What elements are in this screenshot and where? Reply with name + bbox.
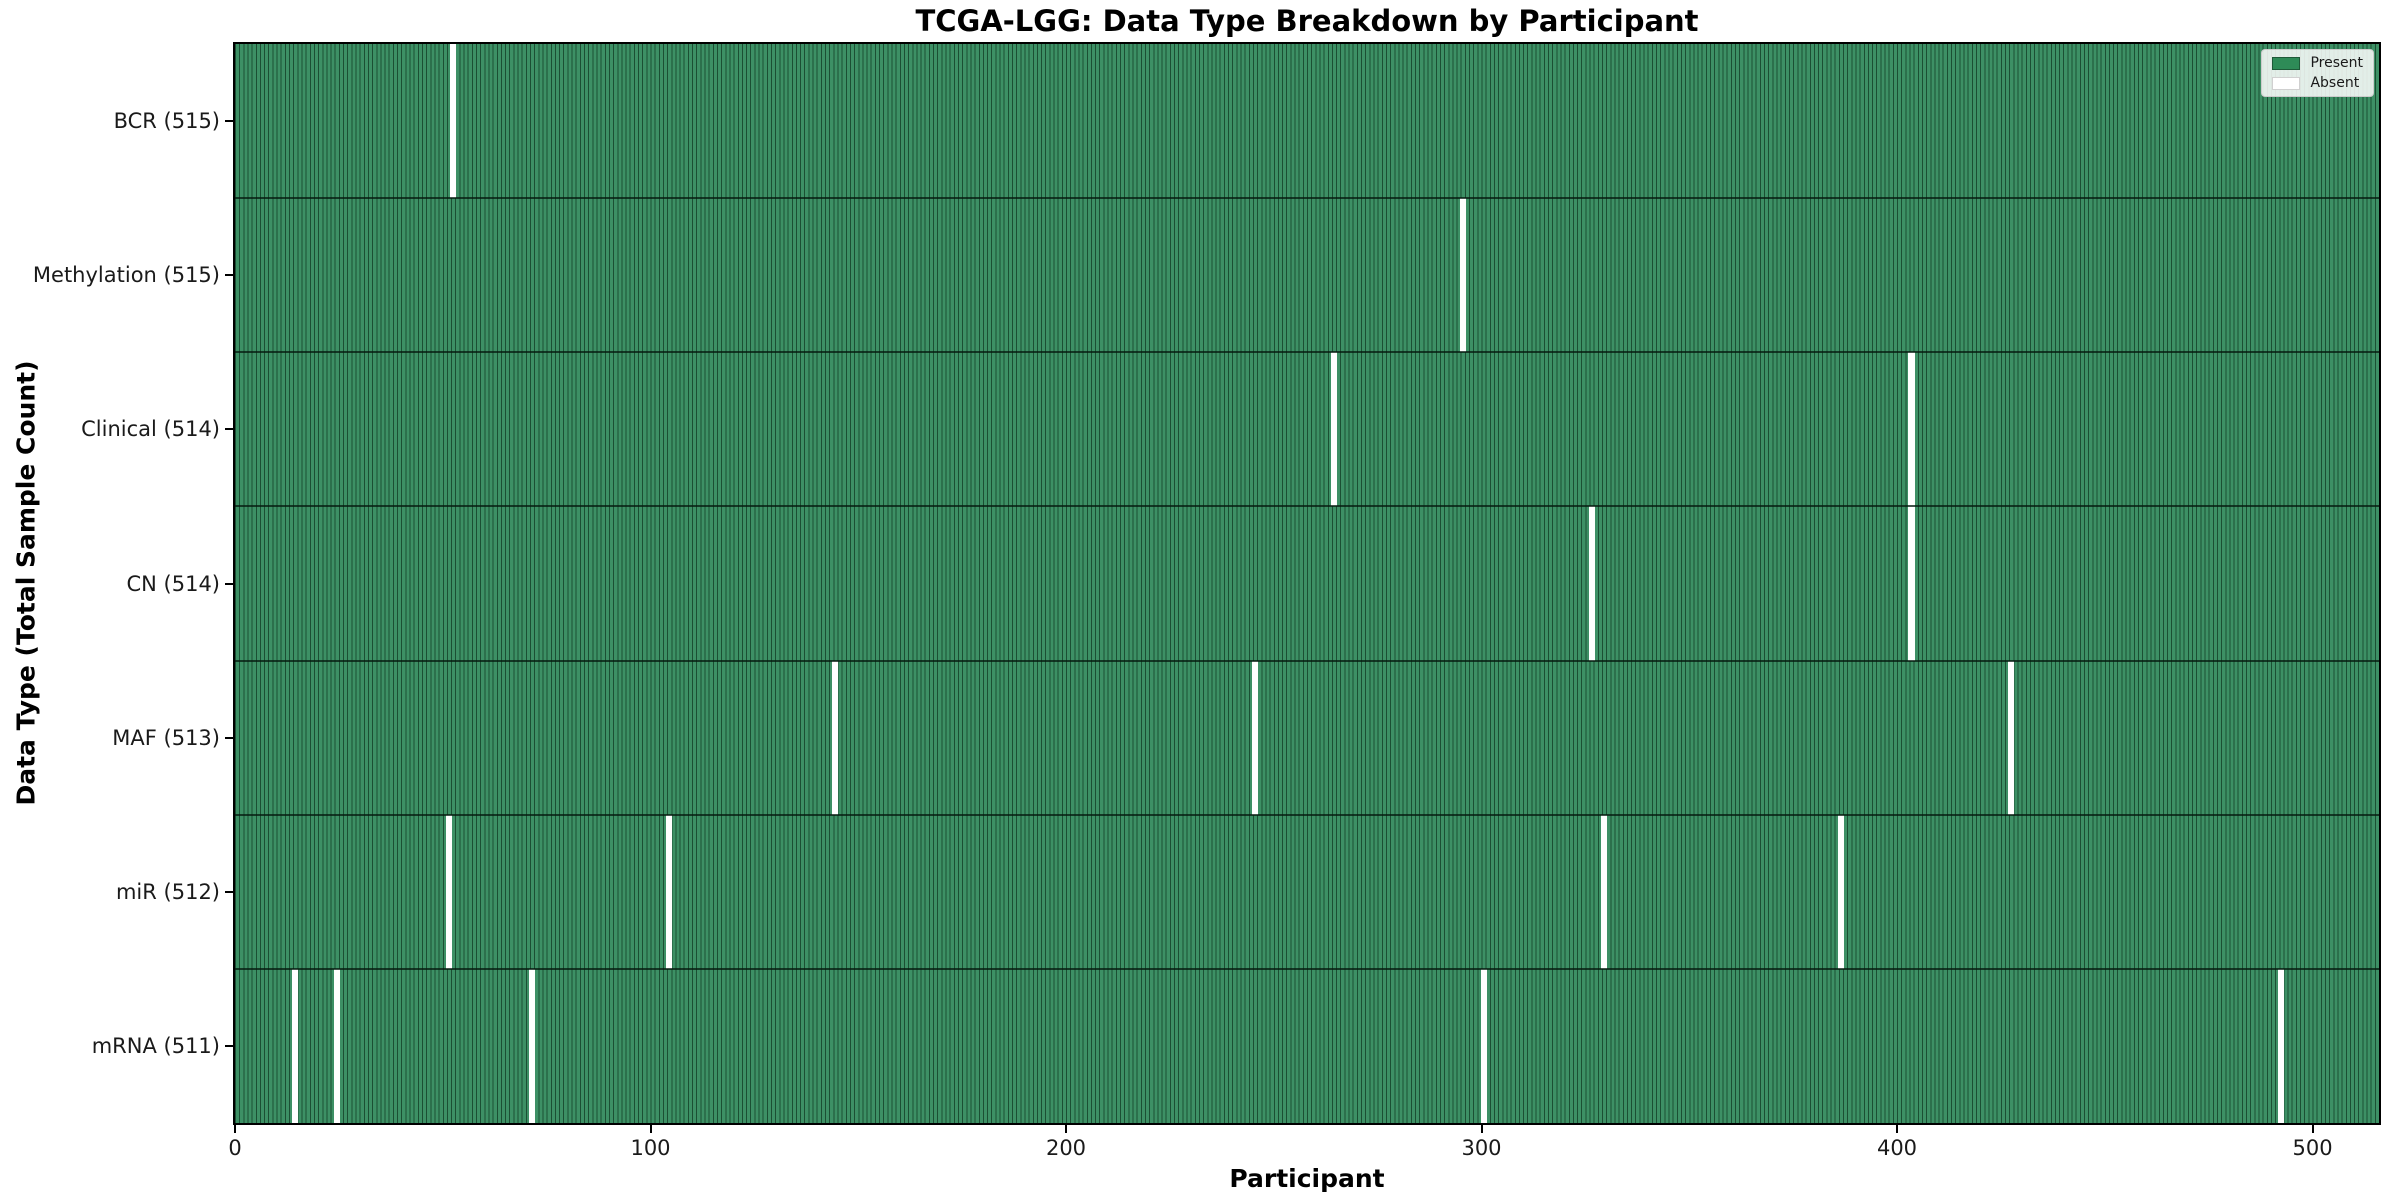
absent-gap-Methylation-295 (1459, 198, 1466, 353)
row-container (235, 44, 2379, 1123)
y-tick-label-Clinical: Clinical (514) (81, 417, 220, 442)
row-separator (235, 967, 2379, 970)
row-band-BCR (235, 44, 2379, 199)
absent-gap-MAF-245 (1251, 660, 1259, 815)
absent-gap-BCR-52 (450, 44, 457, 199)
absent-gap-MAF-144 (832, 660, 839, 815)
row-separator (235, 505, 2379, 508)
y-tick-label-mRNA: mRNA (511) (91, 1033, 220, 1058)
y-tick-mark (225, 428, 233, 431)
y-tick-label-BCR: BCR (515) (113, 109, 220, 134)
x-tick-label-100: 100 (630, 1136, 671, 1160)
row-band-CN (235, 506, 2379, 661)
absent-gap-MAF-427 (2008, 660, 2015, 815)
row-band-mRNA (235, 968, 2379, 1123)
x-tick-mark (1480, 1125, 1483, 1133)
legend: Present Absent (2261, 49, 2374, 97)
x-tick-mark (234, 1125, 236, 1133)
row-band-Methylation (235, 198, 2379, 353)
absent-gap-mRNA-71 (529, 968, 536, 1123)
y-tick-mark (225, 890, 233, 893)
absent-swatch (2272, 76, 2301, 90)
absent-gap-miR-329 (1601, 814, 1608, 969)
y-tick-mark (225, 274, 233, 277)
absent-gap-miR-104 (666, 814, 673, 969)
x-tick-mark (2311, 1125, 2314, 1133)
absent-gap-Clinical-264 (1330, 352, 1338, 507)
x-tick-label-300: 300 (1461, 1136, 1502, 1160)
absent-gap-mRNA-24 (333, 968, 340, 1123)
row-band-miR (235, 814, 2379, 969)
legend-label-present: Present (2310, 55, 2363, 71)
absent-gap-Clinical-403 (1908, 352, 1915, 507)
absent-gap-miR-386 (1837, 814, 1844, 969)
x-tick-label-500: 500 (2292, 1136, 2333, 1160)
legend-item-present: Present (2272, 56, 2363, 70)
absent-gap-CN-326 (1588, 506, 1595, 661)
chart-title: TCGA-LGG: Data Type Breakdown by Partici… (915, 4, 1699, 38)
y-tick-label-miR: miR (512) (115, 879, 220, 904)
row-separator (235, 351, 2379, 354)
y-tick-mark (225, 736, 233, 739)
x-tick-mark (649, 1125, 652, 1133)
row-band-MAF (235, 660, 2379, 815)
row-band-Clinical (235, 352, 2379, 507)
x-tick-label-400: 400 (1876, 1136, 1918, 1160)
y-axis-label: Data Type (Total Sample Count) (11, 360, 41, 806)
row-separator (235, 197, 2379, 200)
absent-gap-mRNA-300 (1480, 968, 1487, 1123)
x-tick-mark (1065, 1125, 1067, 1133)
legend-item-absent: Absent (2272, 76, 2363, 90)
plot-area: Present Absent (233, 42, 2381, 1125)
y-tick-label-MAF: MAF (513) (112, 725, 220, 750)
x-axis-label: Participant (1229, 1164, 1385, 1193)
row-separator (235, 813, 2379, 816)
row-separator (235, 659, 2379, 662)
x-tick-label-200: 200 (1045, 1136, 1087, 1160)
x-tick-mark (1896, 1125, 1898, 1133)
y-tick-label-CN: CN (514) (126, 571, 220, 596)
y-tick-mark (225, 582, 233, 585)
absent-gap-mRNA-14 (292, 968, 299, 1123)
legend-label-absent: Absent (2310, 75, 2360, 91)
x-tick-label-0: 0 (228, 1136, 242, 1160)
absent-gap-mRNA-492 (2278, 968, 2285, 1123)
y-tick-label-Methylation: Methylation (515) (32, 263, 220, 288)
present-swatch (2272, 56, 2301, 70)
absent-gap-CN-403 (1908, 506, 1915, 661)
y-tick-mark (225, 1044, 233, 1047)
absent-gap-miR-51 (445, 814, 453, 969)
y-tick-mark (225, 120, 233, 123)
